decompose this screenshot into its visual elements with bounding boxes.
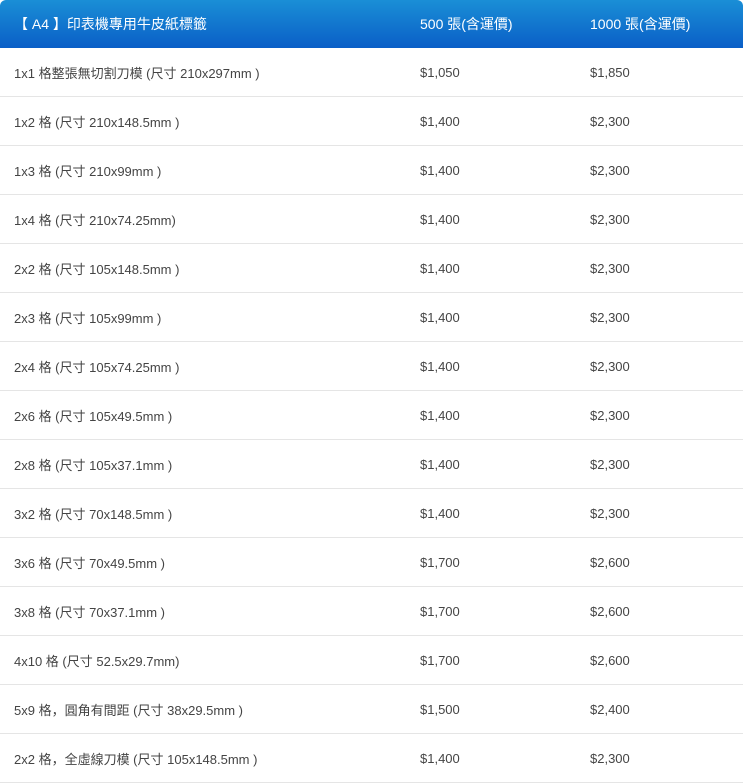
- table-row: 2x6 格 (尺寸 105x49.5mm )$1,400$2,300: [0, 391, 743, 440]
- cell-price-1000: $2,600: [590, 538, 743, 587]
- cell-price-1000: $1,850: [590, 48, 743, 97]
- table-row: 1x2 格 (尺寸 210x148.5mm )$1,400$2,300: [0, 97, 743, 146]
- table-row: 5x9 格，圓角有間距 (尺寸 38x29.5mm )$1,500$2,400: [0, 685, 743, 734]
- table-row: 2x2 格，全虛線刀模 (尺寸 105x148.5mm )$1,400$2,30…: [0, 734, 743, 783]
- cell-price-1000: $2,300: [590, 97, 743, 146]
- cell-product-name: 3x8 格 (尺寸 70x37.1mm ): [0, 587, 420, 636]
- cell-product-name: 2x8 格 (尺寸 105x37.1mm ): [0, 440, 420, 489]
- cell-price-1000: $2,300: [590, 244, 743, 293]
- header-price-1000: 1000 張(含運價): [590, 0, 743, 48]
- cell-price-500: $1,700: [420, 636, 590, 685]
- cell-product-name: 1x3 格 (尺寸 210x99mm ): [0, 146, 420, 195]
- cell-price-1000: $2,600: [590, 636, 743, 685]
- cell-price-1000: $2,600: [590, 587, 743, 636]
- header-product: 【 A4 】印表機專用牛皮紙標籤: [0, 0, 420, 48]
- cell-price-500: $1,700: [420, 587, 590, 636]
- cell-price-1000: $2,300: [590, 440, 743, 489]
- cell-product-name: 1x2 格 (尺寸 210x148.5mm ): [0, 97, 420, 146]
- table-row: 2x4 格 (尺寸 105x74.25mm )$1,400$2,300: [0, 342, 743, 391]
- table-row: 4x10 格 (尺寸 52.5x29.7mm)$1,700$2,600: [0, 636, 743, 685]
- cell-price-1000: $2,400: [590, 685, 743, 734]
- cell-price-1000: $2,300: [590, 391, 743, 440]
- cell-price-500: $1,400: [420, 440, 590, 489]
- cell-price-500: $1,400: [420, 97, 590, 146]
- cell-product-name: 2x4 格 (尺寸 105x74.25mm ): [0, 342, 420, 391]
- cell-price-1000: $2,300: [590, 146, 743, 195]
- cell-product-name: 2x3 格 (尺寸 105x99mm ): [0, 293, 420, 342]
- cell-price-500: $1,050: [420, 48, 590, 97]
- cell-price-500: $1,400: [420, 342, 590, 391]
- cell-price-500: $1,500: [420, 685, 590, 734]
- cell-product-name: 3x2 格 (尺寸 70x148.5mm ): [0, 489, 420, 538]
- cell-price-500: $1,400: [420, 734, 590, 783]
- cell-price-500: $1,400: [420, 489, 590, 538]
- cell-price-500: $1,400: [420, 244, 590, 293]
- cell-product-name: 5x9 格，圓角有間距 (尺寸 38x29.5mm ): [0, 685, 420, 734]
- cell-product-name: 2x6 格 (尺寸 105x49.5mm ): [0, 391, 420, 440]
- table-header-row: 【 A4 】印表機專用牛皮紙標籤 500 張(含運價) 1000 張(含運價): [0, 0, 743, 48]
- cell-price-500: $1,700: [420, 538, 590, 587]
- table-row: 1x1 格整張無切割刀模 (尺寸 210x297mm )$1,050$1,850: [0, 48, 743, 97]
- table-row: 2x8 格 (尺寸 105x37.1mm )$1,400$2,300: [0, 440, 743, 489]
- cell-product-name: 1x4 格 (尺寸 210x74.25mm): [0, 195, 420, 244]
- cell-product-name: 2x2 格 (尺寸 105x148.5mm ): [0, 244, 420, 293]
- cell-price-500: $1,400: [420, 195, 590, 244]
- header-price-500: 500 張(含運價): [420, 0, 590, 48]
- cell-product-name: 1x1 格整張無切割刀模 (尺寸 210x297mm ): [0, 48, 420, 97]
- table-row: 1x4 格 (尺寸 210x74.25mm)$1,400$2,300: [0, 195, 743, 244]
- table-row: 1x3 格 (尺寸 210x99mm )$1,400$2,300: [0, 146, 743, 195]
- table-row: 3x6 格 (尺寸 70x49.5mm )$1,700$2,600: [0, 538, 743, 587]
- cell-price-1000: $2,300: [590, 342, 743, 391]
- table-body: 1x1 格整張無切割刀模 (尺寸 210x297mm )$1,050$1,850…: [0, 48, 743, 783]
- cell-product-name: 3x6 格 (尺寸 70x49.5mm ): [0, 538, 420, 587]
- table-row: 2x2 格 (尺寸 105x148.5mm )$1,400$2,300: [0, 244, 743, 293]
- table-row: 3x2 格 (尺寸 70x148.5mm )$1,400$2,300: [0, 489, 743, 538]
- table-row: 2x3 格 (尺寸 105x99mm )$1,400$2,300: [0, 293, 743, 342]
- pricing-table: 【 A4 】印表機專用牛皮紙標籤 500 張(含運價) 1000 張(含運價) …: [0, 0, 743, 783]
- cell-price-1000: $2,300: [590, 489, 743, 538]
- cell-price-1000: $2,300: [590, 734, 743, 783]
- cell-price-500: $1,400: [420, 391, 590, 440]
- cell-product-name: 2x2 格，全虛線刀模 (尺寸 105x148.5mm ): [0, 734, 420, 783]
- cell-price-1000: $2,300: [590, 195, 743, 244]
- cell-price-1000: $2,300: [590, 293, 743, 342]
- table-row: 3x8 格 (尺寸 70x37.1mm )$1,700$2,600: [0, 587, 743, 636]
- cell-price-500: $1,400: [420, 293, 590, 342]
- cell-product-name: 4x10 格 (尺寸 52.5x29.7mm): [0, 636, 420, 685]
- cell-price-500: $1,400: [420, 146, 590, 195]
